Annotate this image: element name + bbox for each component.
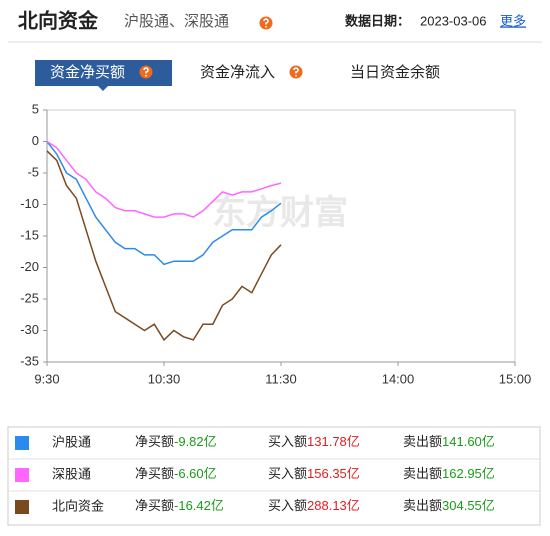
series-line — [46, 150, 282, 342]
summary-header: 买入额 — [268, 466, 307, 481]
summary-label: 卖出额162.95亿 — [403, 466, 495, 481]
date-label: 数据日期： — [345, 13, 410, 28]
x-tick-label: 15:00 — [499, 371, 532, 386]
summary-label: 卖出额141.60亿 — [403, 434, 495, 449]
summary-value: 156.35亿 — [307, 466, 360, 481]
legend-name: 沪股通 — [52, 434, 91, 449]
tab[interactable]: 资金净流入 — [200, 64, 275, 81]
y-tick-label: 0 — [32, 133, 39, 148]
summary-value: -6.60亿 — [174, 466, 217, 481]
summary-box — [7, 426, 541, 526]
summary-header: 净买额 — [135, 434, 174, 449]
y-tick-label: -10 — [20, 196, 39, 211]
y-tick-label: -20 — [20, 259, 39, 274]
tab-pointer — [98, 86, 108, 91]
summary-label: 净买额-16.42亿 — [135, 498, 224, 513]
legend-swatch — [15, 436, 29, 450]
series-line — [46, 141, 282, 266]
summary-label: 净买额-9.82亿 — [135, 434, 217, 449]
more-link[interactable]: 更多 — [500, 13, 526, 28]
y-tick-label: 5 — [32, 101, 39, 116]
summary-header: 卖出额 — [403, 498, 442, 513]
legend-swatch — [15, 500, 29, 514]
y-tick-label: -35 — [20, 353, 39, 368]
summary-value: 141.60亿 — [442, 434, 495, 449]
summary-label: 买入额131.78亿 — [268, 434, 360, 449]
x-tick-label: 14:00 — [382, 371, 415, 386]
summary-value: 288.13亿 — [307, 498, 360, 513]
y-tick-label: -5 — [27, 164, 39, 179]
tab[interactable]: 资金净买额 — [50, 64, 125, 81]
summary-value: -9.82亿 — [174, 434, 217, 449]
y-tick-label: -15 — [20, 227, 39, 242]
summary-header: 买入额 — [268, 434, 307, 449]
summary-value: 304.55亿 — [442, 498, 495, 513]
summary-header: 卖出额 — [403, 466, 442, 481]
legend-swatch — [15, 468, 29, 482]
legend-name: 深股通 — [52, 466, 91, 481]
summary-value: 131.78亿 — [307, 434, 360, 449]
summary-value: -16.42亿 — [174, 498, 224, 513]
tab[interactable]: 当日资金余额 — [350, 63, 440, 81]
watermark: 东方财富 — [212, 193, 348, 232]
summary-label: 净买额-6.60亿 — [135, 466, 217, 481]
summary-header: 买入额 — [268, 498, 307, 513]
help-icon — [139, 65, 153, 79]
x-tick-label: 9:30 — [34, 371, 59, 386]
x-tick-label: 11:30 — [265, 371, 297, 386]
y-tick-label: -25 — [20, 290, 39, 305]
help-icon — [289, 65, 303, 79]
summary-header: 净买额 — [135, 498, 174, 513]
date: 2023-03-06 — [420, 13, 487, 28]
series-line — [46, 140, 282, 218]
summary-header: 卖出额 — [403, 434, 442, 449]
summary-label: 买入额288.13亿 — [268, 498, 360, 513]
help-icon — [259, 16, 273, 30]
subtitle: 沪股通、深股通 — [124, 13, 229, 30]
summary-header: 净买额 — [135, 466, 174, 481]
x-tick-label: 10:30 — [148, 371, 181, 386]
summary-label: 买入额156.35亿 — [268, 466, 360, 481]
summary-label: 卖出额304.55亿 — [403, 498, 495, 513]
summary-value: 162.95亿 — [442, 466, 495, 481]
legend-name: 北向资金 — [52, 498, 104, 513]
y-tick-label: -30 — [20, 322, 39, 337]
title: 北向资金 — [18, 8, 99, 32]
